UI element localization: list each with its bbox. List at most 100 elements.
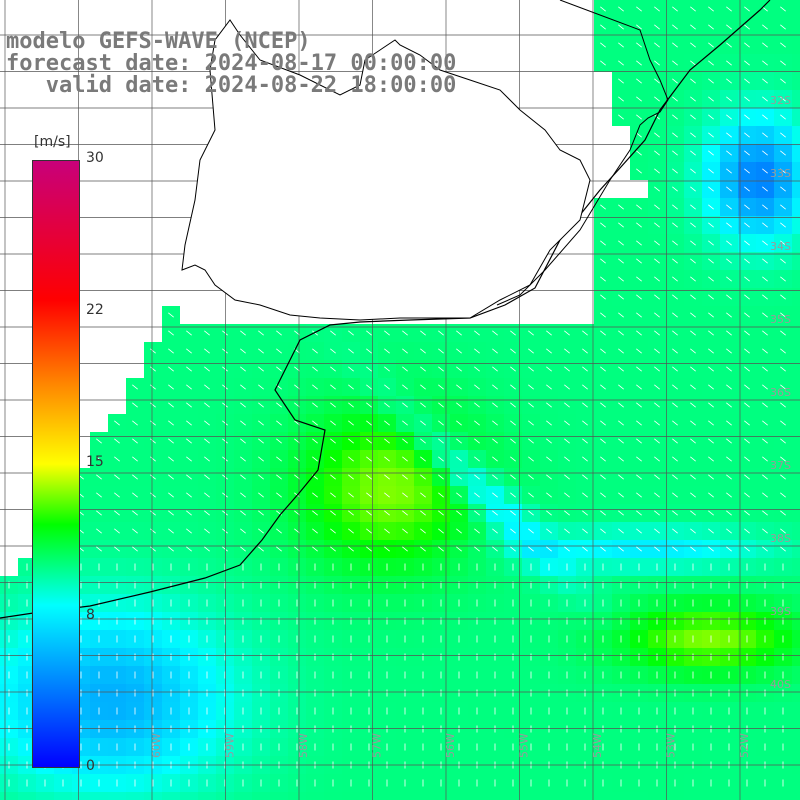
wind-arrow bbox=[636, 132, 642, 138]
coastline-south-america-north bbox=[181, 19, 591, 321]
wind-arrow bbox=[168, 330, 174, 336]
wind-arrow bbox=[330, 330, 336, 336]
wind-cell bbox=[72, 792, 90, 800]
wind-arrow bbox=[636, 474, 642, 480]
wind-arrow bbox=[474, 474, 480, 480]
wind-arrow bbox=[582, 330, 588, 336]
wind-arrow bbox=[456, 528, 462, 534]
wind-arrow bbox=[600, 528, 606, 534]
wind-arrow bbox=[366, 438, 372, 444]
wind-arrow bbox=[726, 150, 732, 156]
wind-arrow bbox=[150, 528, 156, 534]
wind-cell bbox=[468, 792, 486, 800]
wind-arrow bbox=[672, 402, 678, 408]
wind-arrow bbox=[348, 366, 354, 372]
wind-arrow bbox=[276, 492, 282, 498]
wind-arrow bbox=[762, 492, 768, 498]
wind-arrow bbox=[780, 24, 786, 30]
wind-arrow bbox=[654, 384, 660, 390]
wind-arrow bbox=[474, 492, 480, 498]
wind-arrow bbox=[672, 510, 678, 516]
wind-arrow bbox=[330, 546, 336, 552]
wind-arrow bbox=[420, 492, 426, 498]
lat-label: 34S bbox=[770, 240, 791, 253]
wind-cell bbox=[162, 792, 180, 800]
wind-arrow bbox=[168, 546, 174, 552]
wind-arrow bbox=[762, 96, 768, 102]
wind-arrow bbox=[438, 384, 444, 390]
wind-arrow bbox=[168, 492, 174, 498]
wind-arrow bbox=[114, 474, 120, 480]
wind-arrow bbox=[456, 420, 462, 426]
wind-cell bbox=[792, 396, 800, 414]
wind-arrow bbox=[726, 456, 732, 462]
wind-arrow bbox=[420, 420, 426, 426]
wind-arrow bbox=[546, 528, 552, 534]
wind-arrow bbox=[258, 366, 264, 372]
wind-arrow bbox=[600, 402, 606, 408]
wind-arrow bbox=[762, 78, 768, 84]
wind-cell bbox=[144, 792, 162, 800]
wind-arrow bbox=[672, 492, 678, 498]
wind-arrow bbox=[132, 384, 138, 390]
wind-arrow bbox=[186, 510, 192, 516]
wind-arrow bbox=[762, 546, 768, 552]
wind-arrow bbox=[276, 402, 282, 408]
wind-arrow bbox=[240, 420, 246, 426]
wind-arrow bbox=[168, 528, 174, 534]
wind-arrow bbox=[708, 60, 714, 66]
wind-cell bbox=[306, 792, 324, 800]
wind-arrow bbox=[150, 348, 156, 354]
wind-arrow bbox=[348, 348, 354, 354]
wind-arrow bbox=[312, 438, 318, 444]
wind-arrow bbox=[672, 204, 678, 210]
wind-arrow bbox=[438, 348, 444, 354]
wind-arrow bbox=[726, 474, 732, 480]
wind-arrow bbox=[276, 474, 282, 480]
wind-arrow bbox=[204, 492, 210, 498]
wind-arrow bbox=[726, 168, 732, 174]
wind-cell bbox=[792, 702, 800, 720]
wind-arrow bbox=[96, 510, 102, 516]
wind-arrow bbox=[546, 366, 552, 372]
wind-arrow bbox=[564, 528, 570, 534]
wind-arrow bbox=[690, 366, 696, 372]
wind-arrow bbox=[672, 132, 678, 138]
wind-arrow bbox=[708, 294, 714, 300]
wind-arrow bbox=[654, 78, 660, 84]
wind-arrow bbox=[780, 330, 786, 336]
wind-arrow bbox=[492, 492, 498, 498]
wind-arrow bbox=[618, 438, 624, 444]
wind-arrow bbox=[672, 96, 678, 102]
wind-arrow bbox=[582, 456, 588, 462]
wind-arrow bbox=[672, 42, 678, 48]
wind-arrow bbox=[600, 222, 606, 228]
wind-arrow bbox=[186, 330, 192, 336]
wind-arrow bbox=[528, 546, 534, 552]
wind-cell bbox=[792, 612, 800, 630]
wind-cell bbox=[792, 540, 800, 558]
wind-arrow bbox=[654, 96, 660, 102]
wind-arrow bbox=[636, 42, 642, 48]
wind-arrow bbox=[474, 330, 480, 336]
wind-arrow bbox=[492, 420, 498, 426]
colorbar-tick-0: 0 bbox=[86, 758, 95, 774]
wind-cell bbox=[738, 792, 756, 800]
wind-arrow bbox=[780, 438, 786, 444]
wind-arrow bbox=[636, 240, 642, 246]
wind-arrow bbox=[276, 348, 282, 354]
wind-arrow bbox=[744, 294, 750, 300]
wind-arrow bbox=[312, 456, 318, 462]
wind-arrow bbox=[672, 546, 678, 552]
wind-arrow bbox=[546, 330, 552, 336]
wind-arrow bbox=[258, 456, 264, 462]
coastline-top-right bbox=[496, 0, 669, 306]
wind-arrow bbox=[780, 204, 786, 210]
wind-arrow bbox=[780, 150, 786, 156]
wind-arrow bbox=[672, 384, 678, 390]
wind-arrow bbox=[96, 528, 102, 534]
wind-arrow bbox=[654, 438, 660, 444]
wind-arrow bbox=[780, 114, 786, 120]
wind-arrow bbox=[744, 6, 750, 12]
wind-arrow bbox=[474, 420, 480, 426]
